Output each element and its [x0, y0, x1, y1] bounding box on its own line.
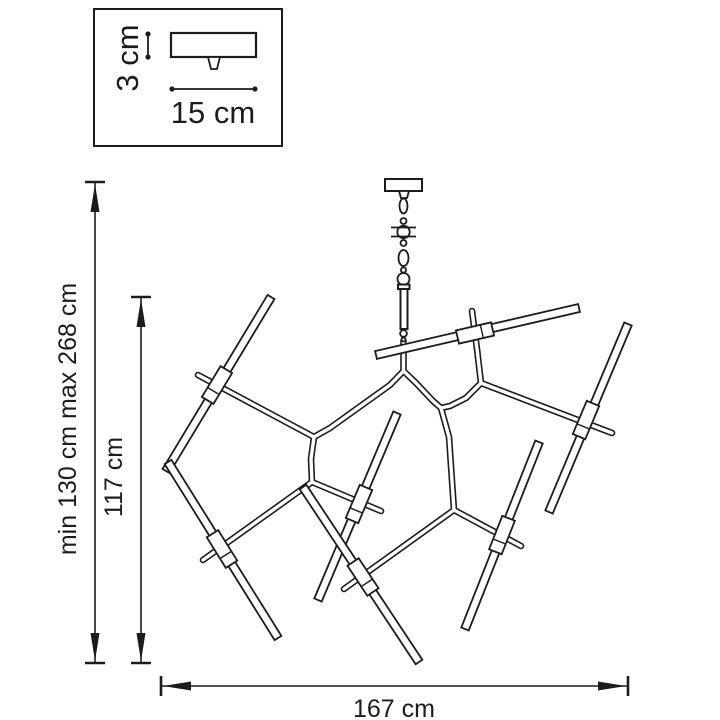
inset-canopy — [169, 31, 258, 59]
chain-ring — [399, 217, 408, 225]
dimension-lines: min 130 cm max 268 cm 117 cm 167 cm — [54, 180, 630, 720]
inset-hdim-dot — [252, 86, 258, 92]
dim-arrow-up — [90, 184, 100, 212]
branch-arm — [470, 309, 483, 385]
tube-socket — [454, 321, 496, 345]
chain-ring — [399, 239, 408, 247]
dim-arrow-down — [136, 633, 146, 661]
branch-arm — [439, 406, 456, 512]
branch-arm — [310, 480, 383, 513]
socket-seam — [576, 423, 590, 430]
dim-arrow-down — [90, 633, 100, 661]
socket-seam — [479, 324, 485, 339]
tube-socket — [487, 514, 517, 556]
inset-panel: 3 cm 15 cm — [93, 8, 283, 147]
branch-arm — [401, 369, 443, 410]
socket-seam — [207, 386, 220, 396]
branch-arm — [309, 435, 316, 484]
tube-sockets — [200, 321, 601, 597]
socket-group — [205, 528, 239, 570]
inset-label-15cm: 15 cm — [171, 95, 255, 130]
tube-socket — [571, 399, 601, 441]
chain-link — [398, 197, 409, 215]
dimension-height-body: 117 cm — [100, 295, 151, 665]
branch-arm — [439, 381, 483, 410]
socket-group — [487, 514, 517, 556]
canopy-nub — [397, 190, 411, 199]
socket-group — [344, 483, 374, 525]
inset-canopy-nub — [206, 56, 222, 70]
inset-label-3cm: 3 cm — [110, 24, 145, 91]
dim-label-width: 167 cm — [353, 695, 435, 720]
socket-group — [346, 557, 380, 597]
dim-label-height-body: 117 cm — [100, 437, 128, 517]
socket-group — [454, 321, 496, 345]
dim-label-height-range: min 130 cm max 268 cm — [54, 283, 82, 555]
socket-seam — [349, 507, 363, 514]
inset-vdim-dot — [145, 31, 151, 37]
canopy — [384, 178, 423, 192]
tube-socket — [344, 483, 374, 525]
inset-hdim-dot — [169, 86, 175, 92]
socket-seam — [360, 578, 373, 588]
inset-border — [93, 8, 283, 147]
dimension-height-range: min 130 cm max 268 cm — [54, 180, 105, 665]
hanger-assembly — [384, 178, 423, 343]
dim-arrow-left — [163, 681, 191, 691]
chain-ring — [400, 336, 407, 343]
chain-link — [397, 249, 410, 267]
adjuster-ring — [396, 224, 411, 240]
hanger-rod — [399, 288, 409, 330]
tube-socket — [200, 364, 234, 406]
inset-vdim-dot — [145, 54, 151, 60]
socket-seam — [219, 550, 232, 560]
dimension-width: 167 cm — [159, 676, 630, 720]
dim-arrow-right — [598, 681, 626, 691]
tube-socket — [346, 557, 380, 597]
socket-seam — [492, 538, 506, 545]
chain-ring — [399, 329, 408, 338]
swivel-ball — [396, 272, 411, 286]
tube-socket — [205, 528, 239, 570]
dim-arrow-up — [136, 299, 146, 327]
socket-group — [571, 399, 601, 441]
socket-group — [200, 364, 234, 406]
chain-ring — [399, 266, 407, 274]
branch-arm — [452, 508, 523, 548]
branch-arm — [312, 369, 406, 439]
